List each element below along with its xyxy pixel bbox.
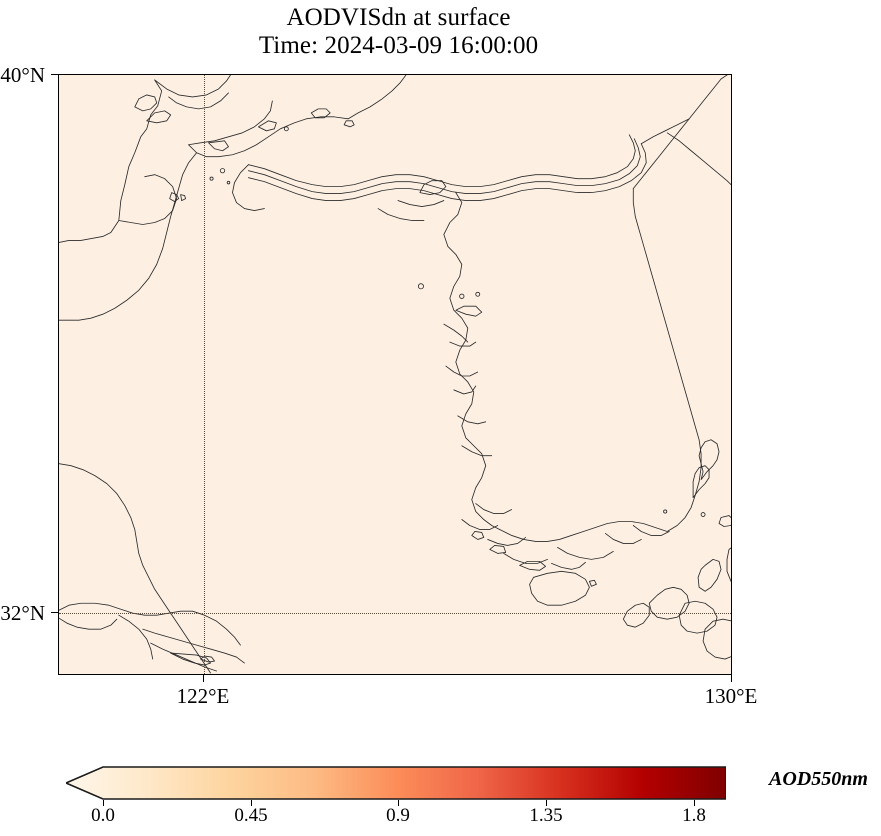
ytick-label-32n: 32°N (0, 601, 45, 625)
ytick-mark-40n (51, 74, 58, 75)
colorbar-tick-3 (546, 800, 547, 806)
colorbar-tick-2 (398, 800, 399, 806)
colorbar-ticklabel-4: 1.8 (682, 805, 706, 826)
colorbar-ticklabel-3: 1.35 (529, 805, 563, 826)
colorbar-title: AOD550nm (769, 768, 868, 790)
title-line-time: Time: 2024-03-09 16:00:00 (258, 32, 539, 59)
colorbar-ticklabel-1: 0.45 (234, 805, 268, 826)
title-line-variable: AODVISdn at surface (286, 4, 511, 31)
colorbar[interactable] (66, 766, 726, 800)
ytick-label-40n: 40°N (0, 63, 45, 87)
colorbar-tick-4 (694, 800, 695, 806)
xtick-mark-130e (731, 675, 732, 682)
gridline-32n (59, 613, 731, 614)
colorbar-ticklabel-0: 0.0 (91, 805, 115, 826)
xtick-label-122e: 122°E (176, 684, 230, 708)
ytick-mark-32n (51, 612, 58, 613)
map-axes[interactable] (58, 74, 732, 675)
colorbar-ticklabel-2: 0.9 (386, 805, 410, 826)
figure-title: AODVISdn at surface Time: 2024-03-09 16:… (0, 4, 797, 60)
colorbar-tick-0 (103, 800, 104, 806)
xtick-label-130e: 130°E (704, 684, 758, 708)
xtick-mark-122e (203, 675, 204, 682)
map-data-layer (59, 75, 731, 674)
colorbar-tick-1 (251, 800, 252, 806)
gridline-122e (204, 75, 205, 674)
